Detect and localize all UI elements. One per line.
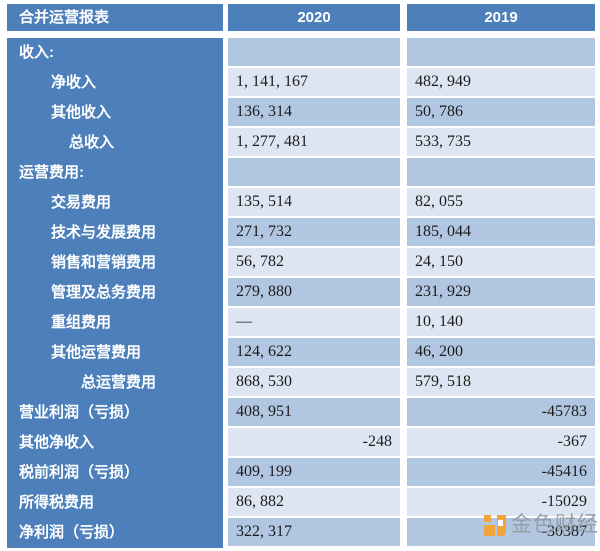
value-2019-cell: -30387 [407,518,595,546]
row-label: 其他收入 [7,98,223,128]
row-label: 重组费用 [7,308,223,338]
value-2020-cell: 868, 530 [228,368,400,396]
value-2019-cell: -15029 [407,488,595,516]
row-label: 销售和营销费用 [7,248,223,278]
table-row: 其他运营费用 124, 622 46, 200 [7,338,595,368]
table-row: 税前利润（亏损） 409, 199 -45416 [7,458,595,488]
value-2019-cell: 46, 200 [407,338,595,366]
table-row: 交易费用 135, 514 82, 055 [7,188,595,218]
row-label: 其他运营费用 [7,338,223,368]
row-label: 技术与发展费用 [7,218,223,248]
column-header-2019: 2019 [407,4,595,31]
column-header-2020: 2020 [228,4,400,31]
table-row: 管理及总务费用 279, 880 231, 929 [7,278,595,308]
value-2020-cell: 408, 951 [228,398,400,426]
value-2020-cell: 409, 199 [228,458,400,486]
table-row: 收入: [7,38,595,68]
value-2019-cell: -45783 [407,398,595,426]
value-2020-cell: 271, 732 [228,218,400,246]
value-2019-cell: 533, 735 [407,128,595,156]
row-label: 收入: [7,38,223,68]
value-2020-cell: 135, 514 [228,188,400,216]
table-row: 营业利润（亏损） 408, 951 -45783 [7,398,595,428]
table-row: 其他净收入 -248 -367 [7,428,595,458]
value-2020-cell: 56, 782 [228,248,400,276]
row-label: 交易费用 [7,188,223,218]
row-label: 税前利润（亏损） [7,458,223,488]
value-2019-cell [407,158,595,186]
table-body: 收入: 净收入 1, 141, 167 482, 949 其他收入 136, 314 50,… [7,38,595,548]
row-label: 总收入 [7,128,223,158]
value-2019-cell: 82, 055 [407,188,595,216]
table-row: 其他收入 136, 314 50, 786 [7,98,595,128]
value-2020-cell: 1, 141, 167 [228,68,400,96]
value-2020-cell: -248 [228,428,400,456]
value-2020-cell: 86, 882 [228,488,400,516]
value-2020-cell: 136, 314 [228,98,400,126]
value-2020-cell: — [228,308,400,336]
value-2019-cell: 231, 929 [407,278,595,306]
row-label: 净利润（亏损） [7,518,223,548]
value-2020-cell: 322, 317 [228,518,400,546]
value-2020-cell: 1, 277, 481 [228,128,400,156]
row-label: 其他净收入 [7,428,223,458]
value-2019-cell: 50, 786 [407,98,595,126]
table-row: 重组费用 —10, 140 [7,308,595,338]
value-2019-cell: 579, 518 [407,368,595,396]
row-label: 所得税费用 [7,488,223,518]
value-2019-cell: -45416 [407,458,595,486]
table-row: 所得税费用 86, 882 -15029 [7,488,595,518]
row-label: 运营费用: [7,158,223,188]
table-row: 净收入 1, 141, 167 482, 949 [7,68,595,98]
value-2019-cell [407,38,595,66]
value-2020-cell: 279, 880 [228,278,400,306]
value-2019-cell: 24, 150 [407,248,595,276]
table-title: 合并运营报表 [7,4,223,31]
table-row: 净利润（亏损） 322, 317 -30387 [7,518,595,548]
table-row: 技术与发展费用 271, 732 185, 044 [7,218,595,248]
value-2020-cell: 124, 622 [228,338,400,366]
value-2020-cell [228,158,400,186]
row-label: 管理及总务费用 [7,278,223,308]
value-2019-cell: 10, 140 [407,308,595,336]
table-header-row: 合并运营报表 2020 2019 [7,4,595,31]
table-row: 总收入 1, 277, 481 533, 735 [7,128,595,158]
table-row: 运营费用: [7,158,595,188]
value-2019-cell: 482, 949 [407,68,595,96]
value-2019-cell: 185, 044 [407,218,595,246]
row-label: 总运营费用 [7,368,223,398]
table-row: 总运营费用 868, 530 579, 518 [7,368,595,398]
row-label: 净收入 [7,68,223,98]
income-statement-table: 合并运营报表 2020 2019 收入: 净收入 1, 141, 167 482, 9… [7,4,595,548]
table-row: 销售和营销费用 56, 782 24, 150 [7,248,595,278]
value-2020-cell [228,38,400,66]
row-label: 营业利润（亏损） [7,398,223,428]
value-2019-cell: -367 [407,428,595,456]
